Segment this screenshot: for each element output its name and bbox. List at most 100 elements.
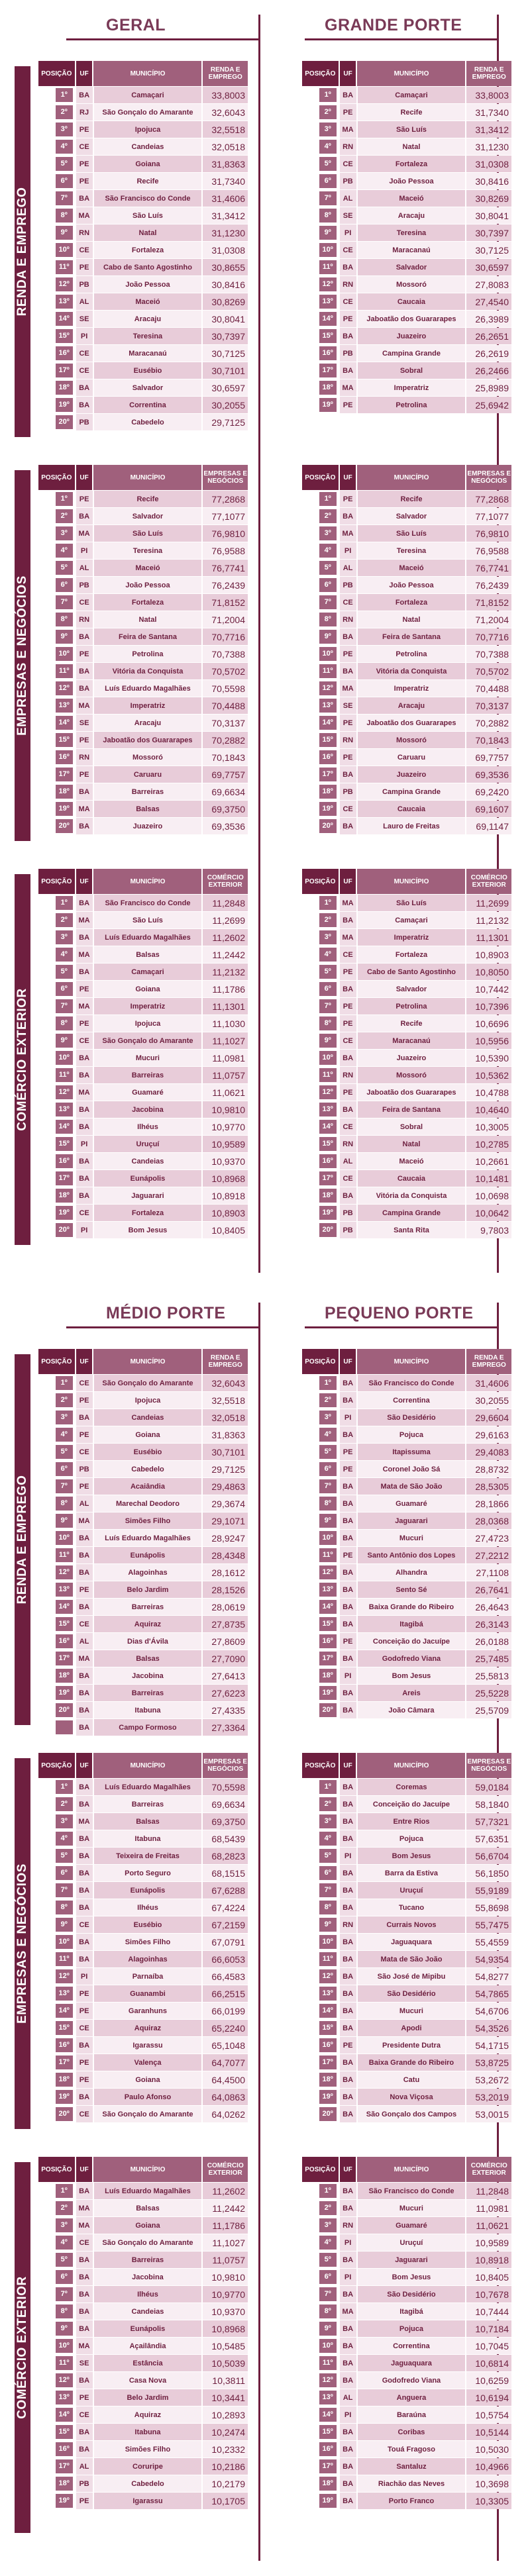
- uf-cell: BA: [339, 87, 356, 103]
- position-cell: 4º: [38, 138, 75, 155]
- position-badge: 6º: [55, 1462, 73, 1476]
- municipio-cell: Lauro de Freitas: [357, 818, 466, 834]
- score-cell: 55,9189: [466, 1882, 511, 1899]
- municipio-cell: Itagibá: [357, 2303, 466, 2320]
- score-cell: 30,8041: [466, 207, 511, 224]
- position-cell: 11º: [302, 1067, 339, 1083]
- table-row: 15º BA Juazeiro 26,2651: [302, 328, 511, 344]
- position-badge: 15º: [55, 733, 73, 747]
- position-badge: 1º: [319, 88, 337, 102]
- position-cell: 11º: [302, 1547, 339, 1563]
- score-cell: 67,4224: [203, 1899, 248, 1916]
- position-badge: 19º: [55, 398, 73, 412]
- municipio-cell: Barreiras: [93, 1067, 202, 1083]
- position-cell: 15º: [38, 2424, 75, 2440]
- position-cell: 9º: [302, 224, 339, 241]
- header-municipio: MUNICÍPIO: [357, 869, 466, 894]
- position-cell: 20º: [38, 2106, 75, 2122]
- score-cell: 69,3536: [203, 818, 248, 834]
- position-cell: 15º: [302, 2424, 339, 2440]
- table-row: 11º PE Santo Antônio dos Lopes 27,2212: [302, 1547, 511, 1563]
- table-row: 1º PE Recife 77,2868: [38, 491, 248, 507]
- position-cell: 9º: [38, 1512, 75, 1529]
- position-badge: 19º: [55, 1206, 73, 1220]
- municipio-cell: Luís Eduardo Magalhães: [93, 680, 202, 697]
- position-badge: 9º: [319, 1034, 337, 1048]
- table-row: 5º PE Cabo de Santo Agostinho 10,8050: [302, 964, 511, 980]
- position-badge: 1º: [55, 2184, 73, 2198]
- ranking-table: POSIÇÃO UF MUNICÍPIO RENDA E EMPREGO 1º BA Cam…: [38, 61, 248, 430]
- score-cell: 10,1705: [203, 2493, 248, 2509]
- position-cell: 18º: [38, 1667, 75, 1684]
- municipio-cell: Itabuna: [93, 1830, 202, 1847]
- position-cell: 7º: [38, 1882, 75, 1899]
- uf-cell: BA: [76, 1899, 93, 1916]
- position-cell: 20º: [38, 1222, 75, 1238]
- uf-cell: BA: [76, 1599, 93, 1615]
- uf-cell: BA: [76, 1702, 93, 1718]
- table-row: 16º AL Maceió 10,2661: [302, 1153, 511, 1169]
- position-cell: 11º: [38, 1951, 75, 1967]
- score-cell: 11,2442: [203, 2200, 248, 2216]
- municipio-cell: Barreiras: [93, 2252, 202, 2268]
- municipio-cell: Guanambi: [93, 1985, 202, 2002]
- uf-cell: CE: [76, 1616, 93, 1632]
- table-row: 2º RJ São Gonçalo do Amarante 32,6043: [38, 104, 248, 121]
- uf-cell: MA: [339, 121, 356, 138]
- uf-cell: CE: [76, 2406, 93, 2423]
- position-badge: 16º: [319, 750, 337, 764]
- uf-cell: PB: [339, 783, 356, 800]
- municipio-cell: Santaluz: [357, 2458, 466, 2475]
- position-cell: 6º: [302, 2269, 339, 2285]
- score-cell: 29,4083: [466, 1444, 511, 1460]
- table-row: 6º BA Barra da Estiva 56,1850: [302, 1865, 511, 1881]
- position-badge: 10º: [55, 1051, 73, 1065]
- score-cell: 32,5518: [203, 121, 248, 138]
- position-badge: 5º: [319, 1849, 337, 1863]
- position-badge: 14º: [319, 1600, 337, 1614]
- table-row: 14º BA Ilhéus 10,9770: [38, 1118, 248, 1135]
- table-row: 10º BA Mucuri 11,0981: [38, 1050, 248, 1066]
- uf-cell: PE: [76, 491, 93, 507]
- position-badge: 18º: [319, 2073, 337, 2087]
- table-row: 1º CE São Gonçalo do Amarante 32,6043: [38, 1375, 248, 1391]
- score-cell: 55,4559: [466, 1934, 511, 1950]
- table-row: 3º BA Entre Rios 57,7321: [302, 1813, 511, 1830]
- municipio-cell: Baraúna: [357, 2406, 466, 2423]
- table-row: 6º PB Cabedelo 29,7125: [38, 1461, 248, 1477]
- municipio-cell: Caucaia: [357, 801, 466, 817]
- position-cell: 8º: [38, 1015, 75, 1032]
- score-cell: 31,8363: [203, 156, 248, 172]
- municipio-cell: João Câmara: [357, 1702, 466, 1718]
- uf-cell: BA: [339, 1899, 356, 1916]
- score-cell: 10,7444: [466, 2303, 511, 2320]
- municipio-cell: Imperatriz: [357, 680, 466, 697]
- municipio-cell: Currais Novos: [357, 1916, 466, 1933]
- municipio-cell: Maceió: [93, 293, 202, 310]
- municipio-cell: Godofredo Viana: [357, 1650, 466, 1667]
- municipio-cell: Anguera: [357, 2389, 466, 2406]
- municipio-cell: Balsas: [93, 2200, 202, 2216]
- position-badge: 10º: [55, 243, 73, 257]
- position-badge: 3º: [319, 2218, 337, 2232]
- table-row: 14º BA Barreiras 28,0619: [38, 1599, 248, 1615]
- uf-cell: PB: [76, 414, 93, 430]
- position-cell: 5º: [302, 1848, 339, 1864]
- position-badge: 17º: [319, 364, 337, 377]
- header-value: EMPRESAS E NEGÓCIOS: [466, 1753, 511, 1778]
- position-cell: 9º: [302, 628, 339, 645]
- position-cell: 20º: [302, 2106, 339, 2122]
- uf-cell: BA: [76, 2441, 93, 2457]
- position-cell: 11º: [302, 1951, 339, 1967]
- score-cell: 10,5144: [466, 2424, 511, 2440]
- table-row: 3º MA Imperatriz 11,1301: [302, 929, 511, 946]
- position-badge: 17º: [319, 1171, 337, 1185]
- municipio-cell: Fortaleza: [357, 594, 466, 611]
- position-cell: 7º: [302, 1478, 339, 1495]
- position-cell: 15º: [38, 328, 75, 344]
- category-label-text: EMPRESAS E NEGÓCIOS: [15, 575, 29, 736]
- position-cell: 12º: [302, 1084, 339, 1101]
- position-badge: 15º: [319, 733, 337, 747]
- score-cell: 31,1230: [203, 224, 248, 241]
- municipio-cell: Igarassu: [93, 2493, 202, 2509]
